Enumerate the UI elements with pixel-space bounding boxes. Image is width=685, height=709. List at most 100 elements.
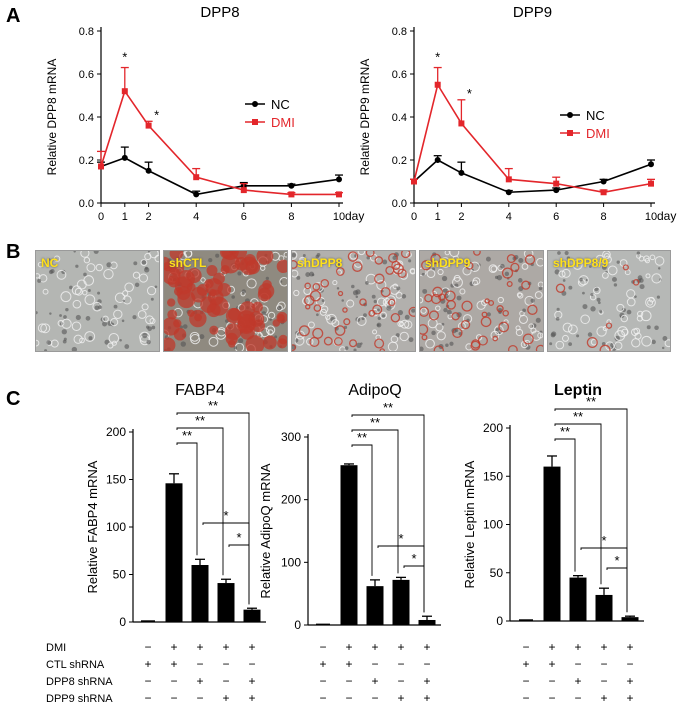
x-tick-label: 6 [241,211,247,223]
lipid-droplet [212,272,225,285]
lipid-droplet [524,254,536,265]
cell-nucleus [150,297,154,301]
cell [376,297,386,307]
data-point [336,191,342,198]
y-tick-label: 0.8 [392,26,407,38]
cell [572,259,583,270]
condition-mark: + [222,640,229,654]
bar [392,579,410,625]
significance-label: ** [560,424,570,439]
cell-nucleus [292,252,296,258]
cell-nucleus [565,264,569,268]
significance-bracket [351,414,425,613]
cell-nucleus [93,251,99,254]
cell [53,255,61,263]
cell-nucleus [590,306,596,312]
cell [648,296,655,303]
cell-nucleus [485,256,491,262]
bar [621,617,639,621]
cell-nucleus [147,251,151,253]
cell-nucleus [611,276,617,282]
y-tick-label: 200 [106,425,126,439]
cell [435,323,444,332]
chart-adipoq-title: AdipoQ [348,382,401,399]
lipid-droplet [323,336,333,346]
y-tick-label: 50 [490,566,504,580]
significance-bracket [606,567,628,613]
significance-label: * [601,533,606,548]
condition-mark: + [626,691,633,705]
cell-nucleus [309,271,315,277]
cell-nucleus [441,275,448,282]
chart-fabp4-title: FABP4 [175,382,225,399]
lipid-droplet [312,283,321,291]
significance-star: * [122,50,127,65]
significance-bracket [351,444,373,576]
cell [102,315,109,323]
condition-mark: − [600,674,607,688]
lipid-droplet [599,344,611,351]
lipid-droplet [452,327,463,339]
cell [390,335,399,343]
cell-nucleus [588,265,592,268]
lipid-droplet [527,304,538,315]
condition-table: DMI − + + + + − + + + + − + + + + CTL shRNA + + − − − + + − − − + + −… [46,640,634,705]
y-tick-label: 300 [281,430,301,444]
condition-mark: − [170,691,177,705]
lipid-droplet [465,261,474,270]
x-tick-label: 8 [288,211,294,223]
cell-nucleus [363,313,367,318]
condition-mark: + [371,674,378,688]
cell-nucleus [133,261,138,266]
cell [400,319,410,329]
cell [469,261,480,272]
lipid-droplet [164,337,176,351]
lipid-droplet [276,311,287,324]
cell [614,330,626,341]
micrograph-label: shDPP8 [297,256,343,270]
x-axis-label: day [345,209,364,223]
data-point [288,191,295,198]
lipid-droplet [535,344,543,351]
cell-nucleus [46,340,52,345]
cell [149,317,156,325]
cell-nucleus [371,294,376,299]
cell-nucleus [634,295,637,298]
cell [265,325,276,335]
significance-label: * [614,553,619,568]
cell [141,303,149,311]
cell [114,292,126,304]
y-axis-label: Relative AdipoQ mRNA [258,463,273,598]
cell [437,268,444,276]
condition-mark: + [397,640,404,654]
cell [562,322,573,333]
cell [103,268,114,280]
lipid-droplet [522,333,534,345]
cell-nucleus [408,259,412,263]
cell-nucleus [355,289,361,295]
lipid-droplet [239,256,259,276]
cell [84,294,96,306]
cell-nucleus [556,307,560,311]
cell [515,328,524,337]
cell [298,256,307,265]
cell-nucleus [36,311,38,315]
lipid-droplet [173,319,182,328]
lipid-droplet [388,298,396,307]
cell [154,254,159,263]
lipid-droplet [191,286,207,303]
significance-label: * [398,531,403,546]
cell-nucleus [48,269,54,275]
cell [607,265,618,276]
cell-nucleus [469,281,475,287]
cell [462,314,473,324]
cell-nucleus [658,267,661,270]
cell [137,310,147,319]
cell [472,279,478,286]
lipid-droplet [428,310,440,321]
cell-nucleus [71,346,78,351]
micrograph-shctl: shCTL [163,250,288,352]
condition-mark: + [248,640,255,654]
cell-nucleus [335,262,341,268]
